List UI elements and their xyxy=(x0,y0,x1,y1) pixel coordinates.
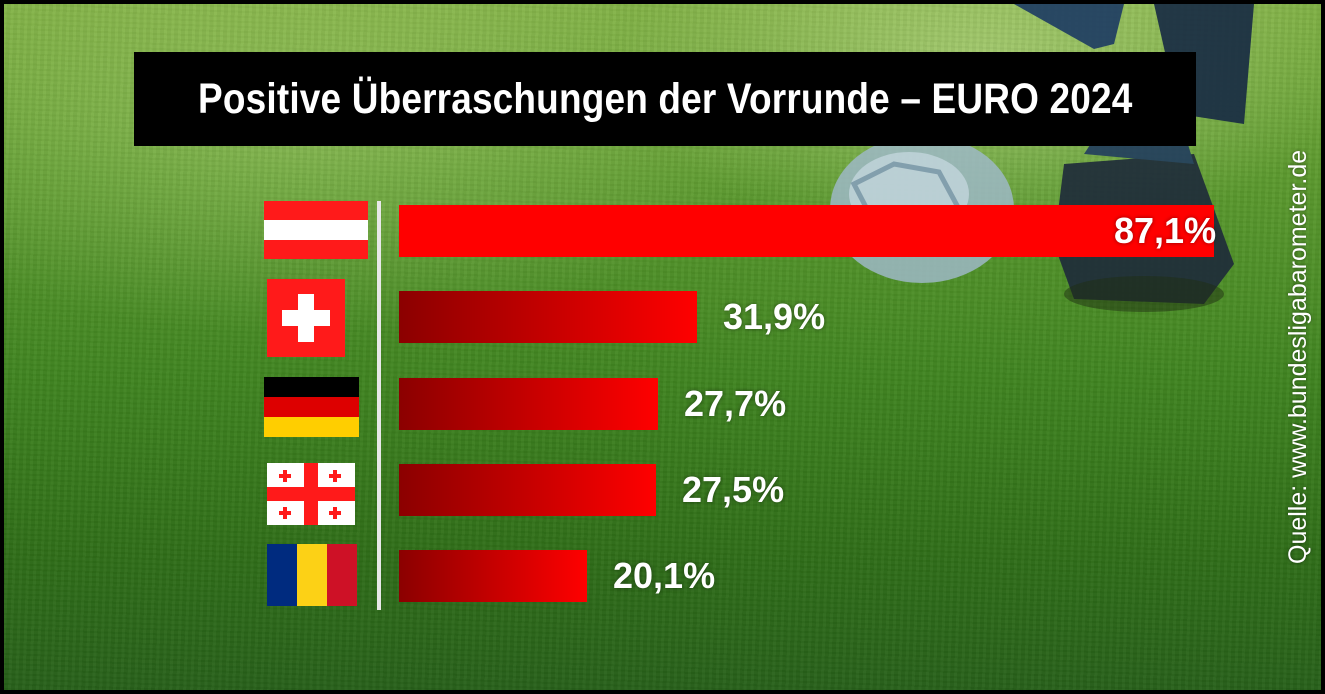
switzerland-flag-icon xyxy=(267,279,345,357)
germany-flag-icon xyxy=(264,377,359,437)
bar-1 xyxy=(399,205,1214,257)
title-banner: Positive Überraschungen der Vorrunde – E… xyxy=(134,52,1196,146)
bar-value-label-3: 27,7% xyxy=(684,383,787,424)
bar-5 xyxy=(399,550,587,602)
bar-plot-area: 87,1% 31,9% 27,7% 27,5% 20,1% xyxy=(4,4,1321,690)
bar-value-label-4: 27,5% xyxy=(682,469,785,510)
bar-3 xyxy=(399,378,658,430)
bar-value-label-1: 87,1% xyxy=(1114,210,1217,251)
chart-title: Positive Überraschungen der Vorrunde – E… xyxy=(197,74,1133,123)
georgia-flag-icon xyxy=(267,463,355,525)
bar-2 xyxy=(399,291,697,343)
bar-value-label-5: 20,1% xyxy=(613,555,716,596)
bar-4 xyxy=(399,464,656,516)
austria-flag-icon xyxy=(264,201,368,259)
romania-flag-icon xyxy=(267,544,357,606)
bar-value-label-2: 31,9% xyxy=(723,296,826,337)
category-axis-line xyxy=(377,201,381,610)
source-credit: Quelle: www.bundesligabarometer.de xyxy=(1284,149,1312,564)
